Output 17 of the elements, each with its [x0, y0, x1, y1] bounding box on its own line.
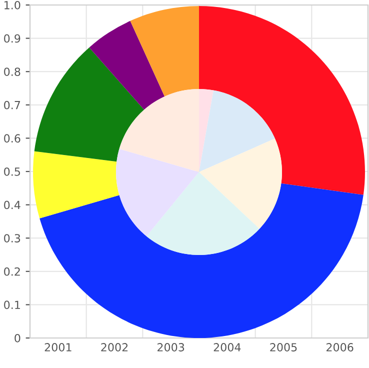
y-tick-label: 1.0	[4, 0, 20, 10]
x-tick-label: 2005	[270, 343, 297, 352]
y-tick-label: 0.5	[4, 167, 20, 176]
x-tick-label: 2006	[326, 343, 354, 352]
y-tick-label: 0.7	[4, 100, 20, 110]
x-tick-label: 2001	[44, 343, 72, 352]
y-tick-label: 0	[14, 334, 20, 342]
y-tick-label: 0.6	[4, 134, 20, 143]
y-tick-label: 0.3	[4, 234, 20, 242]
x-tick-label: 2003	[158, 343, 184, 352]
x-tick-label: 2002	[101, 343, 128, 352]
y-tick-label: 0.4	[4, 200, 20, 210]
y-tick-label: 0.9	[4, 34, 20, 43]
y-tick-label: 0.2	[4, 267, 20, 276]
y-tick-label: 0.8	[4, 68, 20, 76]
x-tick-label: 2004	[214, 343, 241, 352]
y-tick-label: 0.1	[4, 300, 20, 310]
